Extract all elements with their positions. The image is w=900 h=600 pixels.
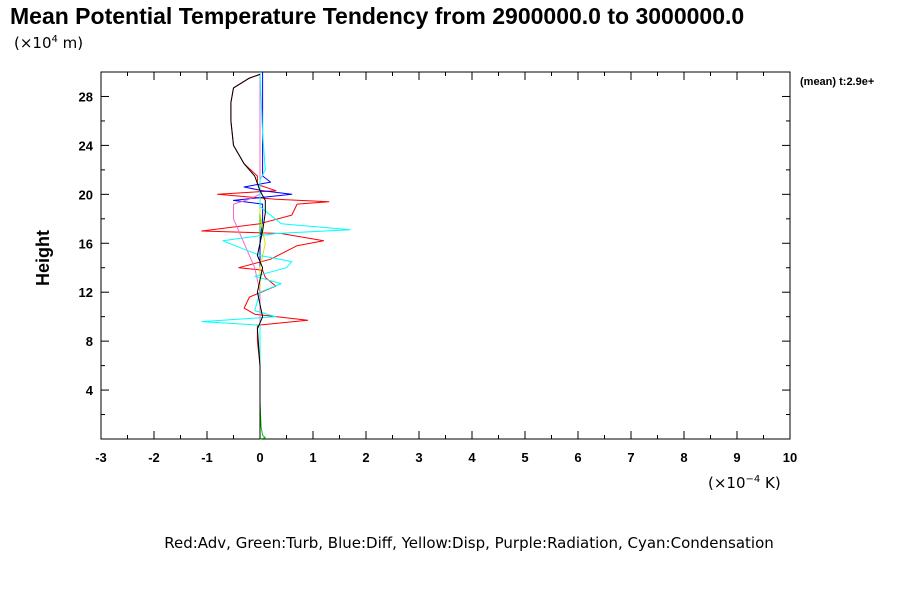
x-tick-label: 2 xyxy=(362,450,369,465)
x-unit-label: (×10−4 K) xyxy=(708,474,781,492)
y-tick-label: 20 xyxy=(79,187,93,202)
x-tick-label: 3 xyxy=(415,450,422,465)
series-line-total xyxy=(230,73,266,439)
y-tick-label: 24 xyxy=(79,138,94,153)
top-right-note: (mean) t:2.9e+ xyxy=(800,76,874,88)
series-line-condensation xyxy=(201,71,351,439)
series-line-radiation xyxy=(233,72,261,439)
x-tick-label: 6 xyxy=(574,450,581,465)
x-tick-label: 4 xyxy=(468,450,476,465)
y-axis-label: Height xyxy=(33,230,53,286)
y-tick-label: 12 xyxy=(79,285,93,300)
legend-text: Red:Adv, Green:Turb, Blue:Diff, Yellow:D… xyxy=(164,534,774,552)
chart-title: Mean Potential Temperature Tendency from… xyxy=(10,3,744,29)
y-tick-label: 8 xyxy=(86,334,93,349)
x-tick-label: 0 xyxy=(256,450,263,465)
x-tick-label: 7 xyxy=(627,450,634,465)
y-tick-label: 28 xyxy=(79,89,93,104)
x-tick-label: -1 xyxy=(201,450,213,465)
x-tick-label: 5 xyxy=(521,450,528,465)
x-tick-label: 8 xyxy=(680,450,687,465)
x-tick-label: 1 xyxy=(309,450,316,465)
x-tick-label: -2 xyxy=(148,450,160,465)
y-tick-label: 16 xyxy=(79,236,93,251)
x-tick-label: 9 xyxy=(733,450,740,465)
y-tick-label: 4 xyxy=(86,383,94,398)
plot-frame xyxy=(100,71,791,440)
y-unit-label: (×104 m) xyxy=(14,34,83,52)
x-tick-label: 10 xyxy=(783,450,797,465)
x-tick-label: -3 xyxy=(95,450,107,465)
data-series xyxy=(201,71,351,440)
